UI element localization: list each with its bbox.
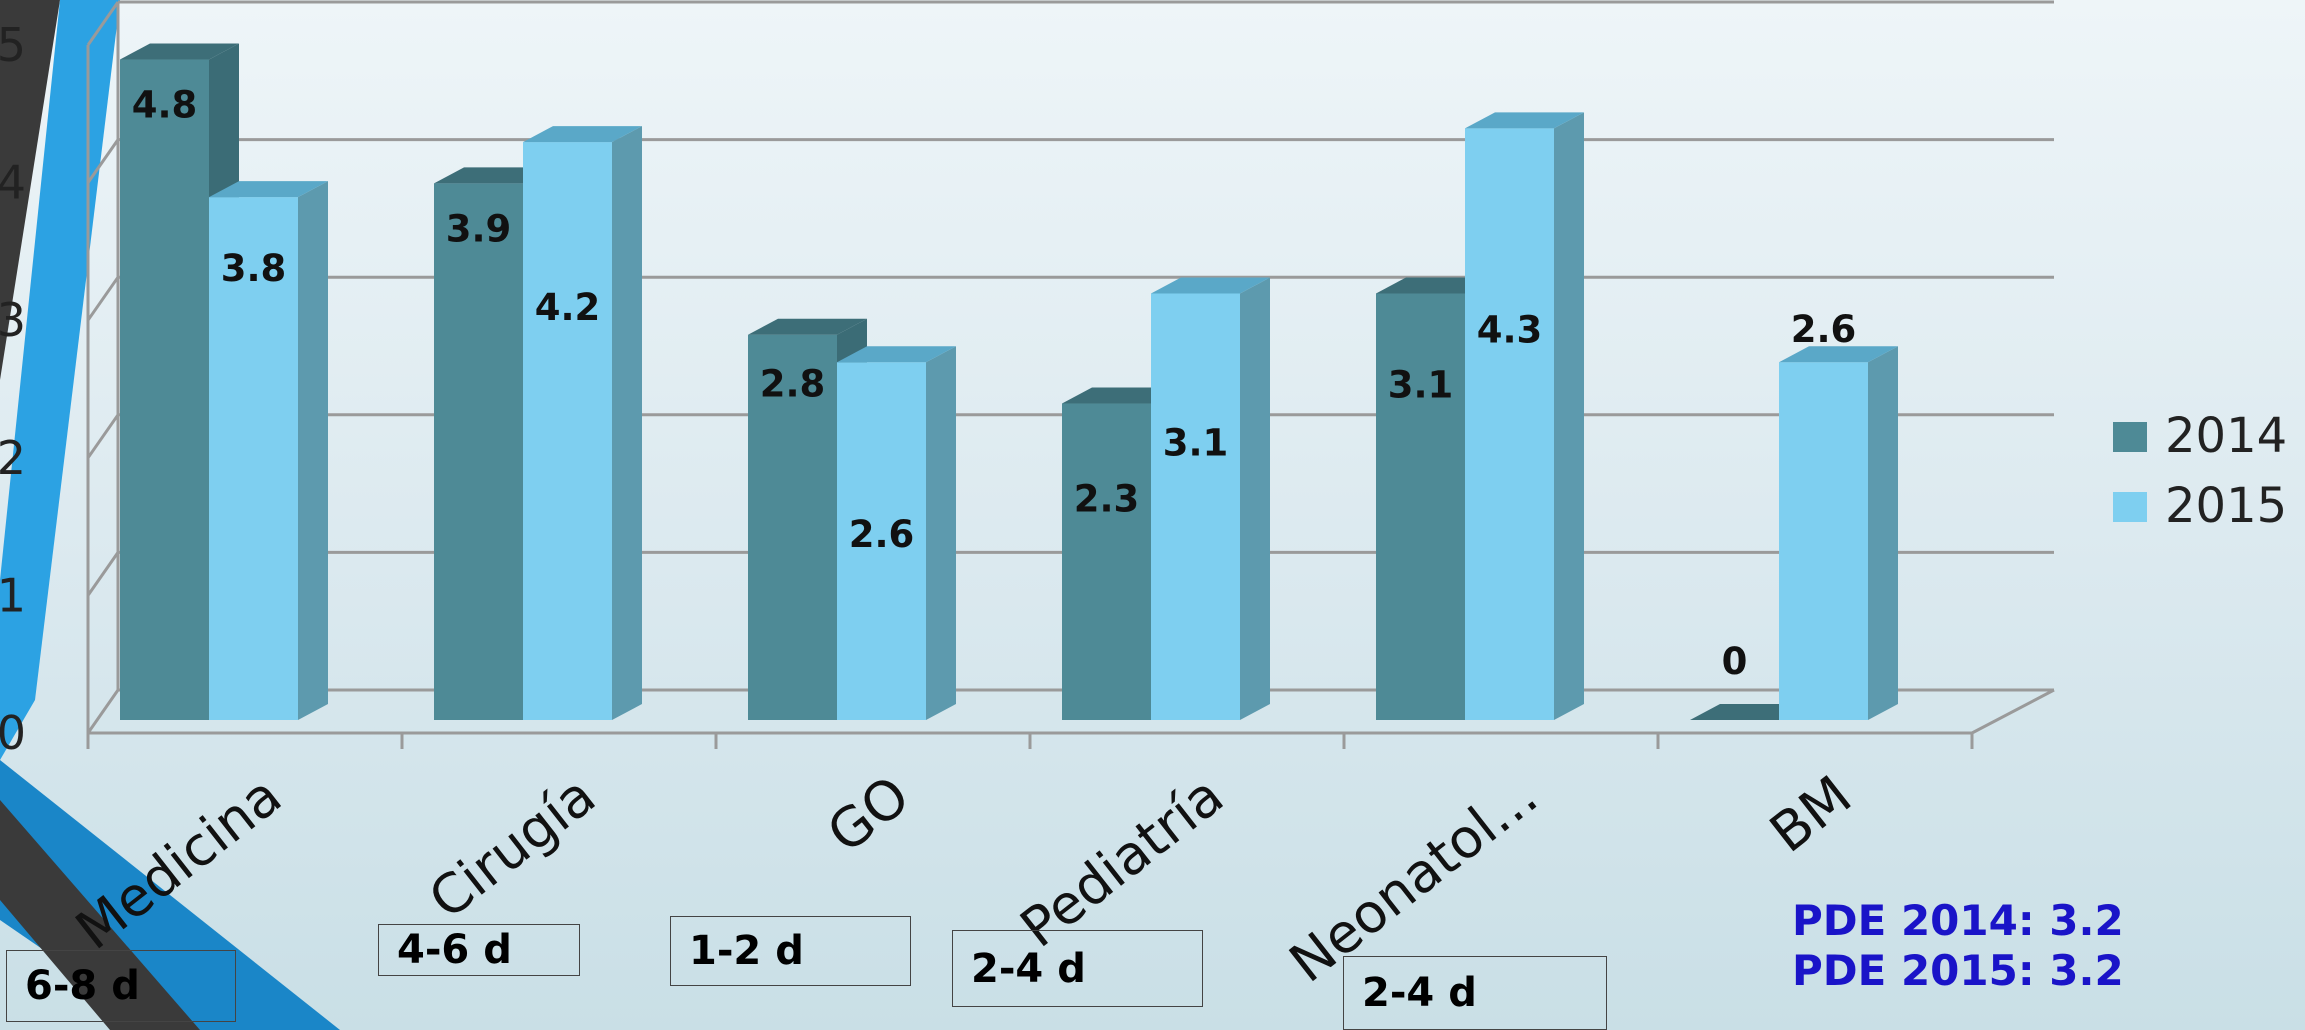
data-label: 2.6 xyxy=(1791,308,1857,351)
bar-front xyxy=(523,142,612,720)
bar-front xyxy=(1779,362,1868,720)
y-tick-label: 4 xyxy=(0,156,26,210)
x-tick-label: GO xyxy=(816,764,921,866)
bar-2015-1 xyxy=(523,126,642,720)
bar-front xyxy=(120,59,209,720)
floor-right xyxy=(1971,688,2055,735)
bar-side xyxy=(1554,112,1584,720)
bar-top xyxy=(523,126,642,143)
data-label: 2.3 xyxy=(1074,478,1140,521)
note-medicina: 6-8 d xyxy=(6,950,236,1022)
legend: 2014 2015 xyxy=(2113,408,2287,534)
bar-front xyxy=(1376,293,1465,720)
data-label: 4.2 xyxy=(535,286,601,329)
note-go: 1-2 d xyxy=(670,916,911,986)
pde-summary: PDE 2014: 3.2 PDE 2015: 3.2 xyxy=(1792,896,2124,997)
bar-side xyxy=(926,346,956,720)
gridline-side xyxy=(86,1,120,46)
x-tick-label: Cirugía xyxy=(417,764,607,932)
legend-label-2015: 2015 xyxy=(2165,478,2287,534)
bar-side xyxy=(298,181,328,720)
note-neonatologia: 2-4 d xyxy=(1343,956,1607,1030)
bars xyxy=(120,43,1898,721)
data-label: 4.8 xyxy=(132,84,198,127)
y-tick-label: 0 xyxy=(0,706,26,760)
pde-2014: PDE 2014: 3.2 xyxy=(1792,896,2124,945)
bar-2015-3 xyxy=(1151,277,1270,720)
bar-front xyxy=(837,362,926,720)
bar-top xyxy=(209,181,328,198)
bar-side xyxy=(1868,346,1898,720)
data-label: 2.8 xyxy=(760,363,826,406)
bar-top xyxy=(748,318,867,335)
bar-2015-5 xyxy=(1779,346,1898,720)
data-label: 3.8 xyxy=(221,247,287,290)
bar-front xyxy=(748,334,837,720)
bar-2015-2 xyxy=(837,346,956,720)
gridline-side xyxy=(86,138,120,184)
bar-2015-4 xyxy=(1465,112,1584,720)
bar-front xyxy=(1151,293,1240,720)
data-label: 4.3 xyxy=(1477,308,1543,351)
data-label: 3.1 xyxy=(1163,421,1229,464)
legend-label-2014: 2014 xyxy=(2165,408,2287,464)
y-tick-label: 3 xyxy=(0,293,26,347)
bar-side xyxy=(1240,277,1270,720)
bar-top xyxy=(1779,346,1898,363)
gridline-side xyxy=(86,551,120,597)
data-label: 0 xyxy=(1722,640,1748,683)
legend-swatch-2015 xyxy=(2113,492,2147,522)
note-pediatria: 2-4 d xyxy=(952,930,1203,1007)
legend-swatch-2014 xyxy=(2113,422,2147,452)
bar-top xyxy=(120,43,239,60)
x-tick-label: BM xyxy=(1758,764,1863,865)
y-tick-label: 1 xyxy=(0,568,26,622)
gridline-side xyxy=(86,413,120,459)
gridline-side xyxy=(86,276,120,322)
bar-front xyxy=(1062,403,1151,720)
axes xyxy=(86,2,2055,749)
y-tick-label: 2 xyxy=(0,431,26,485)
bar-top xyxy=(1465,112,1584,129)
bar-front xyxy=(434,183,523,721)
bar-front xyxy=(209,197,298,720)
data-label: 3.1 xyxy=(1388,363,1454,406)
data-label: 3.9 xyxy=(446,207,512,250)
data-label: 2.6 xyxy=(849,513,915,556)
bar-top xyxy=(1151,277,1270,294)
bar-front xyxy=(1465,128,1554,720)
note-cirugia: 4-6 d xyxy=(378,924,580,976)
y-tick-label: 5 xyxy=(0,18,26,72)
pde-2015: PDE 2015: 3.2 xyxy=(1792,946,2124,996)
data-labels: 4.8 3.9 2.8 2.3 3.1 0 3.8 4.2 2.6 3.1 4.3 2.6 xyxy=(132,84,1857,683)
bar-top xyxy=(837,346,956,363)
bar-side xyxy=(612,126,642,720)
gridline-side xyxy=(86,689,120,734)
decorative-stripes xyxy=(0,0,340,1030)
bar-2015-0 xyxy=(209,181,328,720)
